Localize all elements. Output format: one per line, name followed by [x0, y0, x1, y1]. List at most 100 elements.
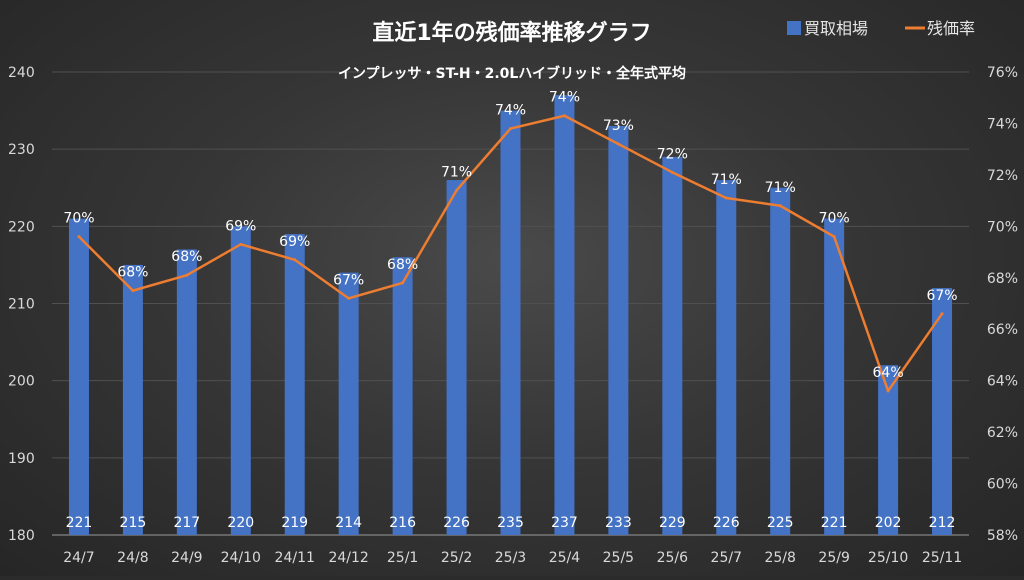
chart-title: 直近1年の残価率推移グラフ: [372, 20, 651, 46]
y-right-tick-label: 64%: [987, 374, 1018, 390]
y-left-tick-label: 200: [8, 374, 35, 390]
bar-value-label: 221: [66, 515, 93, 531]
line-point: [77, 235, 81, 239]
legend: 買取相場 残価率: [787, 19, 975, 38]
y-left-tick-label: 220: [8, 219, 35, 235]
line-value-label: 71%: [765, 180, 796, 196]
x-tick-label: 24/8: [117, 550, 148, 566]
x-tick-label: 25/2: [441, 550, 472, 566]
bar: [392, 257, 413, 535]
bar-value-label: 235: [497, 515, 524, 531]
bar: [122, 264, 143, 535]
bar: [284, 234, 305, 536]
line-value-label: 67%: [926, 288, 957, 304]
y-left-tick-label: 190: [8, 451, 35, 467]
bar-value-label: 214: [335, 515, 362, 531]
line-value-label: 73%: [603, 118, 634, 134]
y-left-tick-label: 240: [8, 65, 35, 81]
line-point: [401, 281, 405, 285]
x-tick-label: 25/9: [818, 550, 849, 566]
line-value-label: 70%: [819, 211, 850, 227]
line-value-label: 72%: [657, 146, 688, 162]
bar: [500, 110, 521, 535]
line-value-label: 68%: [387, 257, 418, 273]
x-tick-label: 24/7: [63, 550, 94, 566]
line-point: [562, 114, 566, 118]
y-left-tick-label: 180: [8, 528, 35, 544]
line-point: [778, 204, 782, 208]
x-tick-label: 24/12: [328, 550, 368, 566]
bar-value-label: 212: [929, 515, 956, 531]
line-point: [616, 142, 620, 146]
line-point: [832, 235, 836, 239]
line-value-label: 68%: [171, 249, 202, 265]
y-right-tick-label: 68%: [987, 271, 1018, 287]
line-point: [239, 242, 243, 246]
line-point: [347, 296, 351, 300]
bar-value-label: 216: [389, 515, 416, 531]
line-point: [724, 196, 728, 200]
y-right-tick-label: 70%: [987, 219, 1018, 235]
line-point: [940, 312, 944, 316]
line-point: [886, 389, 890, 393]
bar-value-label: 233: [605, 515, 632, 531]
line-value-label: 67%: [333, 272, 364, 288]
line-value-label: 64%: [873, 365, 904, 381]
bar-value-label: 226: [443, 515, 470, 531]
y-left-tick-label: 210: [8, 297, 35, 313]
line-point: [185, 273, 189, 277]
y-right-tick-label: 58%: [987, 528, 1018, 544]
bar-value-label: 215: [120, 515, 147, 531]
y-left-tick-label: 230: [8, 142, 35, 158]
bar: [338, 272, 359, 535]
x-tick-label: 25/11: [922, 550, 962, 566]
x-tick-label: 25/1: [387, 550, 418, 566]
line-value-label: 69%: [279, 234, 310, 250]
bar: [716, 180, 737, 536]
bar: [770, 187, 791, 535]
x-tick-label: 25/10: [868, 550, 908, 566]
line-point: [293, 258, 297, 262]
legend-label-line: 残価率: [927, 19, 975, 38]
x-tick-label: 24/10: [221, 550, 261, 566]
y-right-tick-label: 76%: [987, 65, 1018, 81]
bar: [554, 95, 575, 536]
bar: [824, 218, 845, 535]
x-tick-label: 25/5: [603, 550, 634, 566]
chart-subtitle: インプレッサ・ST-H・2.0Lハイブリッド・全年式平均: [338, 65, 686, 82]
x-tick-label: 24/11: [275, 550, 315, 566]
x-tick-label: 25/3: [495, 550, 526, 566]
line-value-label: 71%: [441, 164, 472, 180]
bar: [932, 288, 953, 535]
x-tick-label: 25/4: [549, 550, 581, 566]
legend-label-bar: 買取相場: [804, 19, 868, 38]
bar: [446, 180, 467, 536]
line-value-label: 74%: [495, 103, 526, 119]
y-right-tick-label: 62%: [987, 425, 1018, 441]
x-tick-label: 25/8: [764, 550, 795, 566]
bar-value-label: 225: [767, 515, 794, 531]
x-tick-label: 25/6: [657, 550, 689, 566]
line-point: [670, 170, 674, 174]
bar: [176, 249, 197, 535]
y-right-tick-label: 74%: [987, 116, 1018, 132]
bar-value-label: 219: [281, 515, 308, 531]
bar-value-label: 226: [713, 515, 740, 531]
line-point: [455, 188, 459, 192]
line-value-label: 70%: [63, 211, 94, 227]
line-value-label: 74%: [549, 90, 580, 106]
line-point: [509, 127, 512, 131]
line-value-label: 69%: [225, 218, 256, 234]
line-value-label: 71%: [711, 172, 742, 188]
bar: [230, 226, 251, 536]
bar-value-label: 202: [875, 515, 902, 531]
line-point: [131, 289, 135, 293]
legend-swatch-bar: [787, 21, 801, 35]
bar-value-label: 229: [659, 515, 686, 531]
bar-value-label: 220: [227, 515, 254, 531]
bar-value-label: 237: [551, 515, 578, 531]
x-tick-label: 25/7: [711, 550, 742, 566]
x-tick-label: 24/9: [171, 550, 202, 566]
